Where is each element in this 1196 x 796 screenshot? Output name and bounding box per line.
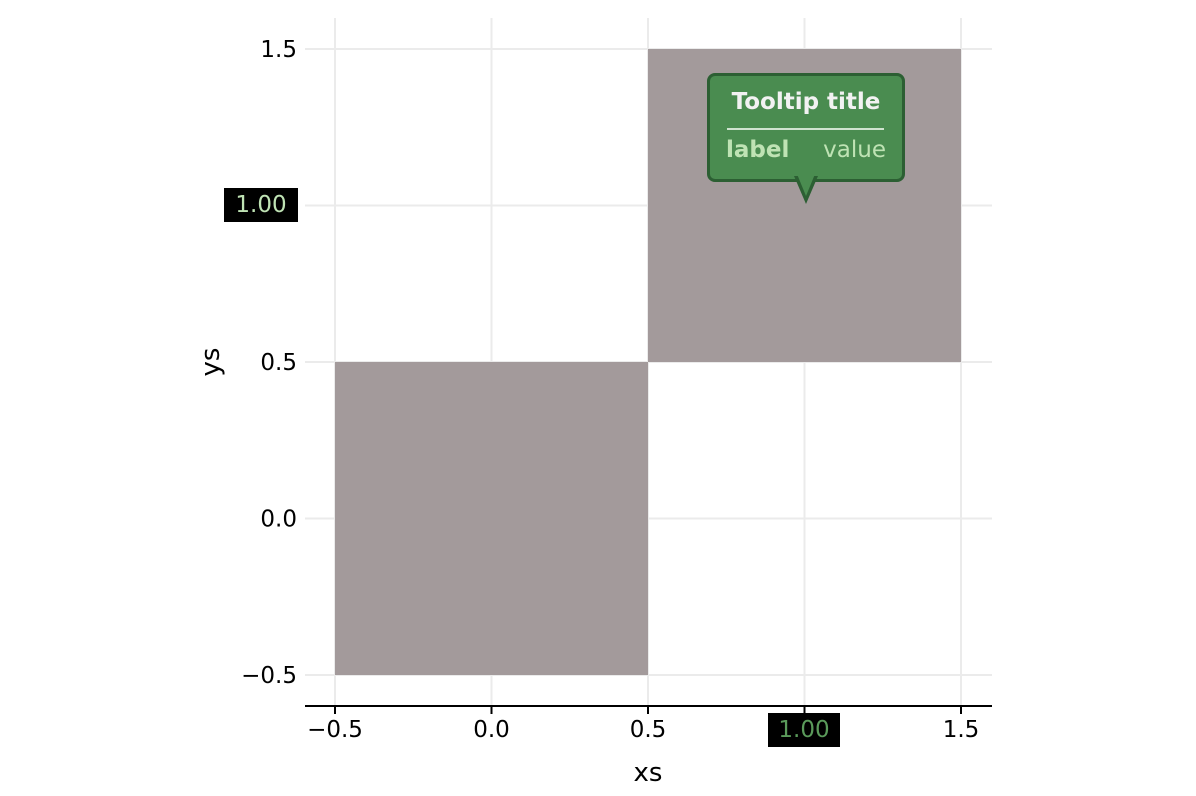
x-tick-label: −0.5 [307, 717, 363, 743]
x-tick-label: 0.0 [473, 717, 510, 743]
tooltip-title: Tooltip title [731, 89, 881, 115]
y-tick-label: −0.5 [241, 663, 297, 689]
heatmap-cells [335, 49, 961, 675]
tick-labels: −0.5 0.0 0.5 1.5 −0.5 0.0 0.5 1.5 [241, 37, 979, 743]
tooltip-row: label value [726, 135, 886, 165]
y-tick-label: 0.0 [260, 507, 297, 533]
x-tick-label: 0.5 [630, 717, 667, 743]
y-tick-label: 0.5 [260, 350, 297, 376]
tooltip-label: label [726, 137, 790, 163]
tooltip-pointer-fill [797, 174, 815, 196]
y-axis-label: ys [196, 348, 226, 377]
x-axis-label: xs [634, 758, 663, 788]
x-crosshair-label: 1.00 [768, 713, 840, 747]
x-tick-label: 1.5 [943, 717, 980, 743]
tooltip-value: value [823, 137, 886, 163]
y-tick-label: 1.5 [260, 37, 297, 63]
heatmap-cell [335, 362, 648, 675]
y-crosshair-label: 1.00 [224, 188, 298, 222]
data-tooltip: Tooltip title label value [707, 73, 905, 204]
tooltip-box [707, 73, 905, 182]
tooltip-divider [727, 128, 884, 130]
